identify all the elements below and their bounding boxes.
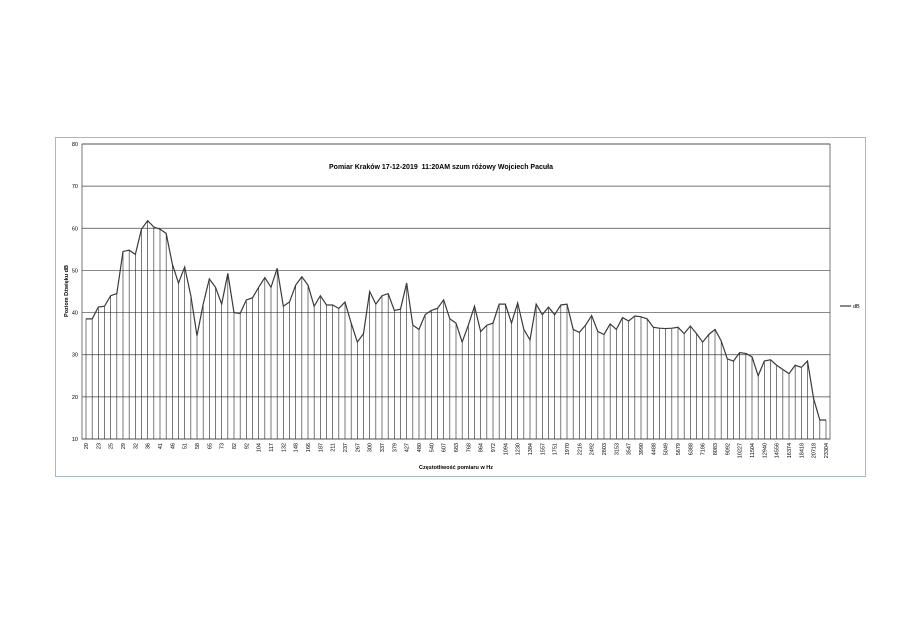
x-tick-label: 5049: [664, 443, 670, 455]
x-tick-label: 3990: [639, 443, 645, 455]
x-tick-label: 29: [121, 443, 127, 449]
x-tick-label: 267: [355, 443, 361, 452]
x-tick-label: 36: [146, 443, 152, 449]
x-tick-label: 92: [244, 443, 250, 449]
chart-title: Pomiar Kraków 17-12-2019 11:20AM szum ró…: [329, 164, 553, 171]
x-tick-label: 20718: [812, 443, 818, 458]
x-tick-label: 1230: [516, 443, 522, 455]
x-tick-label: 683: [454, 443, 460, 452]
x-tick-label: 1970: [565, 443, 571, 455]
x-tick-label: 5679: [676, 443, 682, 455]
x-tick-label: 480: [417, 443, 423, 452]
x-tick-label: 187: [318, 443, 324, 452]
x-tick-label: 32: [133, 443, 139, 449]
x-tick-label: 18418: [799, 443, 805, 458]
x-tick-label: 82: [232, 443, 238, 449]
x-axis-label: Częstotliwość pomiaru w Hz: [419, 465, 493, 471]
x-tick-label: 7186: [701, 443, 707, 455]
x-tick-label: 117: [269, 443, 275, 452]
x-tick-label: 864: [479, 443, 485, 452]
y-tick-label: 30: [72, 353, 78, 359]
x-tick-label: 3547: [627, 443, 633, 455]
x-tick-label: 2216: [577, 443, 583, 455]
y-tick-label: 20: [72, 395, 78, 401]
y-tick-label: 40: [72, 311, 78, 317]
y-tick-label: 10: [72, 437, 78, 443]
x-tick-label: 20: [84, 443, 90, 449]
x-tick-label: 23304: [824, 443, 830, 458]
x-tick-label: 46: [170, 443, 176, 449]
x-tick-label: 3153: [614, 443, 620, 455]
chart-frame: [55, 137, 866, 477]
x-tick-label: 41: [158, 443, 164, 449]
x-tick-label: 12940: [762, 443, 768, 458]
x-tick-label: 9092: [725, 443, 731, 455]
x-tick-label: 166: [306, 443, 312, 452]
x-tick-label: 540: [429, 443, 435, 452]
x-tick-label: 211: [331, 443, 337, 452]
x-tick-label: 10227: [738, 443, 744, 458]
x-tick-label: 1557: [540, 443, 546, 455]
data-line: [86, 219, 826, 421]
x-tick-label: 11504: [750, 443, 756, 458]
x-tick-label: 768: [466, 443, 472, 452]
x-tick-label: 6388: [688, 443, 694, 455]
x-tick-label: 73: [220, 443, 226, 449]
x-tick-label: 51: [183, 443, 189, 449]
x-tick-label: 132: [281, 443, 287, 452]
y-tick-label: 60: [72, 226, 78, 232]
x-tick-label: 16374: [787, 443, 793, 458]
x-tick-label: 972: [491, 443, 497, 452]
y-axis-label: Poziom Dźwięku dB: [64, 265, 70, 317]
x-tick-label: 14556: [775, 443, 781, 458]
x-tick-label: 1384: [528, 443, 534, 455]
y-tick-label: 50: [72, 268, 78, 274]
x-tick-label: 1751: [553, 443, 559, 455]
y-tick-label: 80: [72, 142, 78, 148]
x-tick-label: 1094: [503, 443, 509, 455]
x-tick-label: 104: [257, 443, 263, 452]
x-tick-label: 2492: [590, 443, 596, 455]
x-tick-label: 607: [442, 443, 448, 452]
x-tick-label: 8083: [713, 443, 719, 455]
y-tick-label: 70: [72, 184, 78, 190]
x-tick-label: 427: [405, 443, 411, 452]
x-tick-label: 237: [343, 443, 349, 452]
x-tick-label: 25: [109, 443, 115, 449]
x-tick-label: 58: [195, 443, 201, 449]
x-tick-label: 337: [380, 443, 386, 452]
x-tick-label: 379: [392, 443, 398, 452]
x-tick-label: 2803: [602, 443, 608, 455]
legend-label: dB: [853, 304, 860, 310]
x-tick-label: 148: [294, 443, 300, 452]
x-tick-label: 300: [368, 443, 374, 452]
x-tick-label: 65: [207, 443, 213, 449]
x-tick-label: 23: [96, 443, 102, 449]
x-tick-label: 4488: [651, 443, 657, 455]
